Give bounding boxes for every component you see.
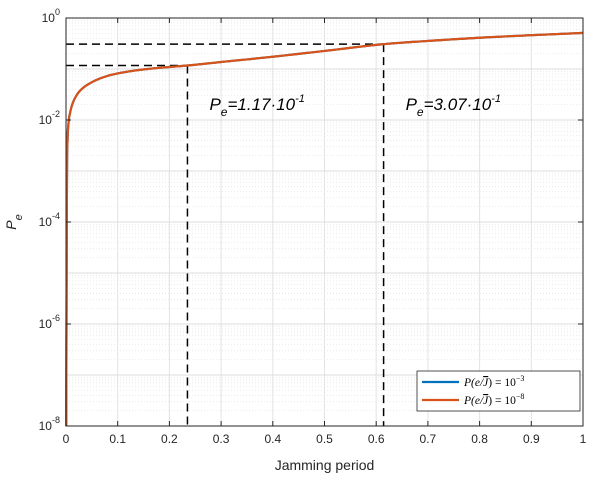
annotation-label-1: Pe=1.17·10-1 <box>209 93 304 119</box>
legend: P(e/J) = 10−3 P(e/J) = 10−8 <box>416 370 581 412</box>
x-tick-label: 0.7 <box>420 432 437 446</box>
axis-ticks: 0 0.1 0.2 0.3 0.4 0.5 0.6 0.7 0.8 0.9 1 10-8 10-6 10-… <box>39 7 587 446</box>
y-tick-label: 100 <box>42 7 60 25</box>
x-tick-label: 0.1 <box>109 432 126 446</box>
x-tick-label: 0.6 <box>368 432 385 446</box>
series-line-2 <box>65 31 584 427</box>
reference-lines <box>66 43 385 426</box>
legend-entry-2: P(e/J) = 10−8 <box>463 392 524 407</box>
annotations: Pe=1.17·10-1 Pe=3.07·10-1 <box>209 93 501 119</box>
legend-box <box>416 370 581 412</box>
x-tick-label: 1 <box>580 432 587 446</box>
y-tick-label: 10-4 <box>39 211 60 229</box>
x-tick-label: 0.2 <box>161 432 178 446</box>
y-tick-label: 10-6 <box>39 313 60 331</box>
y-tick-label: 10-2 <box>39 109 60 127</box>
x-tick-label: 0.9 <box>523 432 540 446</box>
y-axis-title: Pe <box>3 214 25 229</box>
x-axis-title: Jamming period <box>275 457 375 473</box>
annotation-label-2: Pe=3.07·10-1 <box>406 93 501 119</box>
y-tick-label: 10-8 <box>39 415 60 433</box>
x-tick-label: 0.5 <box>316 432 333 446</box>
x-tick-label: 0 <box>63 432 70 446</box>
x-tick-label: 0.4 <box>264 432 281 446</box>
legend-entry-1: P(e/J) = 10−3 <box>463 374 524 389</box>
x-tick-label: 0.8 <box>471 432 488 446</box>
x-tick-label: 0.3 <box>213 432 230 446</box>
series-layer <box>65 31 584 427</box>
